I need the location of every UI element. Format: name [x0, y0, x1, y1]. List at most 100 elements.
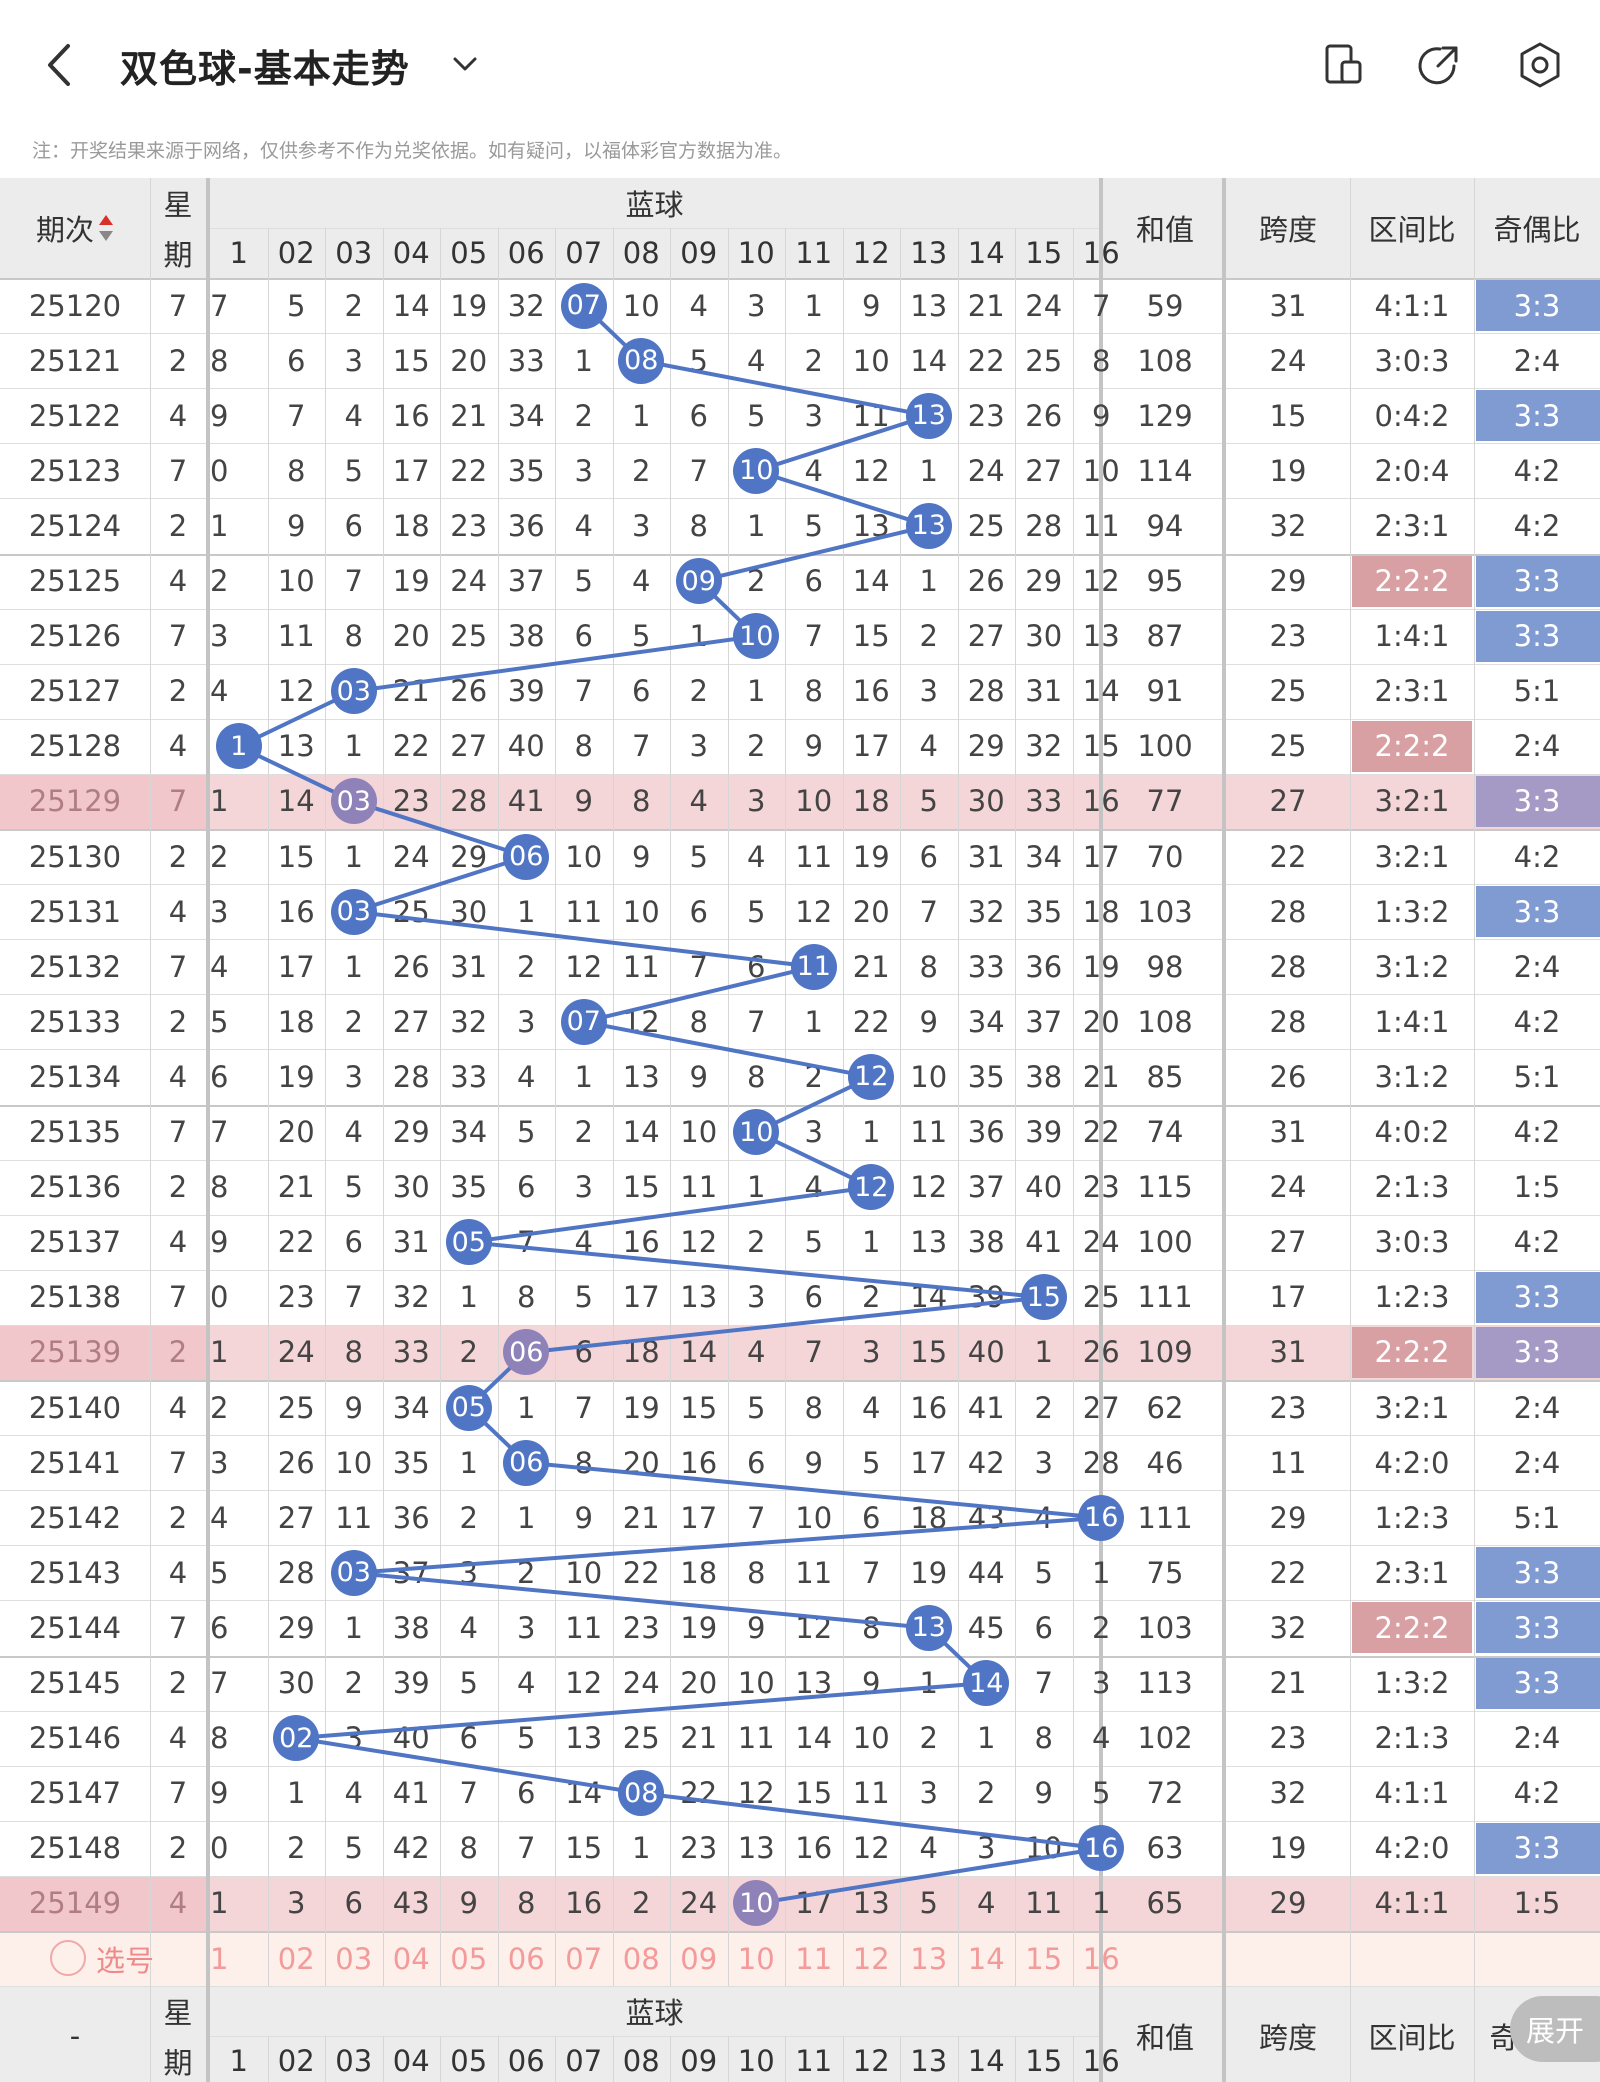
sum-cell: 102 — [1137, 1721, 1193, 1756]
pick-number[interactable]: 14 — [967, 1941, 1005, 1976]
trend-segment — [755, 413, 930, 473]
pick-number[interactable]: 09 — [680, 1941, 718, 1976]
omission-cell: 11 — [277, 619, 315, 654]
column-header-period[interactable]: 期次 — [0, 178, 150, 278]
pick-number[interactable]: 15 — [1025, 1941, 1063, 1976]
settings-icon — [1520, 42, 1560, 88]
pick-radio[interactable] — [50, 1940, 86, 1976]
oddeven-ratio-cell: 4:2 — [1513, 1115, 1561, 1150]
week-cell: 7 — [168, 1776, 188, 1811]
omission-cell: 5 — [210, 1555, 229, 1590]
omission-cell: 1 — [1092, 1886, 1111, 1921]
pick-number[interactable]: 1 — [210, 1941, 229, 1976]
drawn-ball: 13 — [905, 502, 952, 549]
oddeven-highlight-cell — [1476, 390, 1600, 442]
omission-cell: 1 — [1034, 1335, 1053, 1370]
omission-cell: 3 — [210, 619, 229, 654]
omission-cell: 5 — [747, 1390, 766, 1425]
zone-ratio-cell: 2:0:4 — [1374, 453, 1450, 488]
drawn-ball: 03 — [330, 778, 377, 825]
omission-cell: 15 — [392, 343, 430, 378]
device-switch-button[interactable] — [1322, 42, 1366, 88]
oddeven-ratio-cell: 5:1 — [1513, 674, 1561, 709]
blue-number-header: 11 — [795, 236, 833, 270]
pick-label[interactable]: 选号 — [96, 1943, 155, 1978]
omission-cell: 21 — [277, 1170, 315, 1205]
omission-cell: 27 — [1082, 1390, 1120, 1425]
oddeven-ratio-cell: 3:3 — [1513, 288, 1561, 323]
omission-cell: 6 — [689, 894, 708, 929]
footer-number-divider — [1015, 2036, 1016, 2082]
omission-cell: 2 — [210, 839, 229, 874]
omission-cell: 14 — [392, 288, 430, 323]
pick-number[interactable]: 06 — [507, 1941, 545, 1976]
pick-number[interactable]: 12 — [852, 1941, 890, 1976]
expand-button[interactable]: 展开 — [1510, 1996, 1600, 2062]
span-cell: 22 — [1269, 1555, 1307, 1590]
row-divider — [0, 443, 1600, 445]
week-cell: 4 — [168, 729, 188, 764]
omission-cell: 11 — [737, 1721, 775, 1756]
pick-number[interactable]: 04 — [392, 1941, 430, 1976]
drawn-ball: 16 — [1078, 1494, 1125, 1541]
omission-cell: 25 — [1025, 343, 1063, 378]
pick-number[interactable]: 08 — [622, 1941, 660, 1976]
omission-cell: 26 — [1025, 398, 1063, 433]
oddeven-ratio-cell: 2:4 — [1513, 949, 1561, 984]
zone-ratio-cell: 3:0:3 — [1374, 343, 1450, 378]
span-cell: 25 — [1269, 674, 1307, 709]
chevron-down-icon — [453, 57, 477, 71]
pick-number[interactable]: 02 — [277, 1941, 315, 1976]
omission-cell: 8 — [747, 1059, 766, 1094]
week-cell: 4 — [168, 1886, 188, 1921]
pick-number[interactable]: 07 — [565, 1941, 603, 1976]
blue-number-header: 14 — [967, 236, 1005, 270]
sort-icon[interactable] — [98, 213, 114, 243]
zone-ratio-cell: 3:2:1 — [1374, 1390, 1450, 1425]
omission-cell: 39 — [1025, 1115, 1063, 1150]
number-column-divider — [1072, 228, 1074, 1987]
omission-cell: 4 — [977, 1886, 996, 1921]
trend-segment — [353, 1515, 1102, 1575]
sum-cell: 62 — [1146, 1390, 1184, 1425]
span-cell: 24 — [1269, 343, 1307, 378]
span-cell: 31 — [1269, 1115, 1307, 1150]
span-cell: 23 — [1269, 619, 1307, 654]
omission-cell: 28 — [967, 674, 1005, 709]
back-button[interactable] — [40, 40, 80, 90]
zone-ratio-cell: 3:0:3 — [1374, 1225, 1450, 1260]
pick-number[interactable]: 10 — [737, 1941, 775, 1976]
omission-cell: 32 — [507, 288, 545, 323]
lottery-switch-dropdown[interactable] — [450, 52, 480, 78]
omission-cell: 11 — [795, 839, 833, 874]
omission-cell: 34 — [392, 1390, 430, 1425]
footer-blue-number: 05 — [450, 2044, 488, 2079]
omission-cell: 7 — [344, 1280, 363, 1315]
period-cell: 25122 — [28, 398, 122, 433]
omission-cell: 5 — [804, 508, 823, 543]
span-cell: 29 — [1269, 1886, 1307, 1921]
span-cell: 23 — [1269, 1390, 1307, 1425]
omission-cell: 1 — [517, 894, 536, 929]
omission-cell: 0 — [210, 453, 229, 488]
footer-sum: 和值 — [1135, 2021, 1194, 2056]
pick-number[interactable]: 16 — [1082, 1941, 1120, 1976]
omission-cell: 8 — [287, 453, 306, 488]
settings-button[interactable] — [1516, 40, 1564, 90]
footer-number-divider — [267, 2036, 269, 2082]
omission-cell: 8 — [574, 729, 593, 764]
share-button[interactable] — [1416, 42, 1462, 88]
pick-number[interactable]: 05 — [450, 1941, 488, 1976]
pick-number[interactable]: 11 — [795, 1941, 833, 1976]
omission-cell: 37 — [967, 1170, 1005, 1205]
omission-cell: 8 — [804, 674, 823, 709]
omission-cell: 5 — [1092, 1776, 1111, 1811]
zone-ratio-cell: 0:4:2 — [1374, 398, 1450, 433]
period-cell: 25146 — [28, 1721, 122, 1756]
oddeven-highlight-cell — [1476, 1602, 1600, 1654]
footer-period: - — [69, 2019, 81, 2054]
pick-number[interactable]: 03 — [335, 1941, 373, 1976]
sum-cell: 65 — [1146, 1886, 1184, 1921]
pick-number[interactable]: 13 — [910, 1941, 948, 1976]
omission-cell: 36 — [507, 508, 545, 543]
